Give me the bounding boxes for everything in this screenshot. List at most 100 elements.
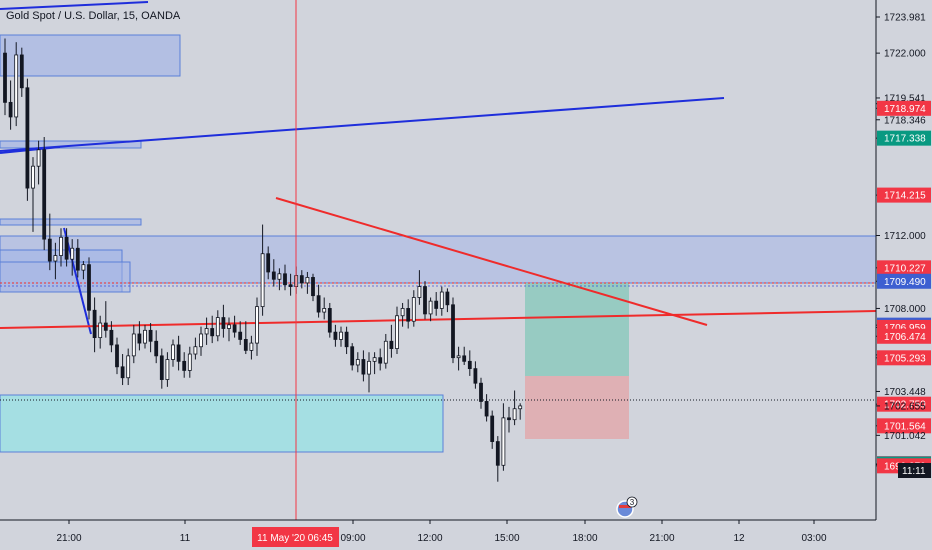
time-axis[interactable]: 21:00 11 09:00 12:00 15:00 18:00 21:00 12 03:00 1… [0, 519, 876, 550]
price-badge [877, 187, 931, 203]
candle-body-up [126, 355, 131, 379]
candle-body-up [204, 328, 209, 335]
candle [120, 354, 125, 386]
candle [59, 228, 63, 267]
price-badge-label: 1718.974 [884, 104, 926, 115]
candle [81, 261, 86, 280]
candle [462, 346, 467, 365]
candle [255, 297, 259, 356]
candle-body-down [467, 360, 472, 370]
candle-body-down [159, 355, 164, 380]
price-badge-label: 1706.959 [884, 323, 926, 334]
candle-body-up [187, 353, 192, 371]
candle-body-up [131, 333, 136, 357]
demand-zone-cyan [0, 394, 444, 453]
candle-body-down [266, 253, 271, 273]
candle-body-up [14, 54, 19, 118]
candle [327, 302, 332, 338]
candle-body-down [316, 295, 321, 313]
candle-body-down [3, 52, 7, 103]
candle [210, 315, 215, 344]
candle-body-up [255, 306, 259, 344]
candle [221, 304, 226, 338]
candle-body-down [350, 346, 355, 366]
candle-body-up [395, 315, 399, 349]
candle [479, 377, 483, 409]
candle [305, 271, 310, 294]
candles-layer [3, 38, 523, 482]
candle-body-down [92, 309, 97, 339]
time-tick-label: 18:00 [572, 533, 597, 544]
candle-body-up [428, 300, 433, 315]
candle-body-down [283, 273, 287, 286]
candle-body-up [193, 346, 198, 355]
price-badge-label: 1709.490 [884, 277, 926, 288]
price-badge-label: 1705.293 [884, 353, 926, 364]
zone-thin-2 [0, 218, 142, 226]
red-support-trendline [0, 310, 877, 329]
price-axis[interactable]: 1723.9811722.0001719.5411719.2281718.974… [875, 0, 932, 550]
candle [283, 264, 287, 291]
candle-body-up [31, 165, 35, 189]
candle-body-up [215, 317, 220, 337]
candle [350, 343, 355, 371]
candle-body-up [518, 405, 523, 410]
price-tick-label: 1712.000 [884, 231, 926, 242]
candle [148, 323, 153, 353]
candle-body-down [507, 417, 511, 421]
candle [249, 335, 254, 360]
price-tick-label: 1702.655 [884, 401, 926, 412]
candle-body-up [456, 355, 461, 359]
time-axis-bg [0, 520, 876, 550]
candle-body-up [143, 329, 147, 344]
price-tick-label: 1701.042 [884, 431, 926, 442]
candle [47, 213, 52, 271]
candle [417, 270, 422, 305]
candle-body-up [417, 286, 422, 298]
candle [299, 270, 304, 289]
candle-body-up [355, 359, 360, 366]
candle-body-down [103, 322, 108, 331]
candle-body-down [288, 284, 293, 287]
candle [484, 394, 489, 422]
zone-thin-1 [0, 140, 142, 149]
candle-body-down [490, 415, 495, 442]
candle [98, 315, 103, 349]
price-badge [877, 130, 931, 146]
candle-body-up [501, 417, 506, 466]
candle [176, 335, 181, 371]
price-tick-label: 1718.346 [884, 115, 926, 126]
candle [137, 321, 142, 351]
price-badge [877, 260, 931, 276]
supply-zone-top [0, 34, 181, 77]
blue-diagonal-short [63, 227, 92, 335]
candle [451, 297, 455, 364]
price-badge [877, 396, 931, 412]
candle [3, 38, 7, 116]
candle [204, 317, 209, 345]
candle-body-down [389, 340, 394, 349]
candle-body-down [423, 286, 427, 315]
candle-body-down [434, 300, 439, 309]
candle [490, 410, 495, 449]
candle [389, 324, 394, 358]
candle [339, 326, 343, 347]
candle-body-down [148, 329, 153, 342]
candle-body-down [378, 357, 383, 364]
candle-body-up [171, 344, 175, 360]
candle [103, 301, 108, 338]
candle [243, 321, 248, 355]
candle-body-up [277, 273, 282, 280]
candle [199, 326, 203, 356]
candle [406, 299, 411, 329]
candle [227, 317, 231, 342]
badge-count-text: 3 [630, 498, 635, 507]
candle-body-down [484, 401, 489, 417]
price-badge-label: 1702.750 [884, 400, 926, 411]
candle [411, 290, 416, 327]
candle-body-down [451, 304, 455, 359]
position-stop-area [525, 376, 629, 439]
candle [126, 348, 131, 386]
